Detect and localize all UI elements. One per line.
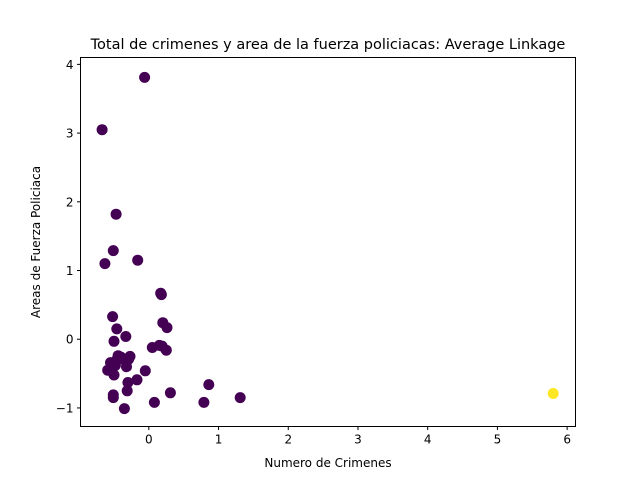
data-point-40 <box>198 396 210 408</box>
data-point-33 <box>203 379 215 391</box>
data-point-2 <box>110 208 122 220</box>
data-point-3 <box>107 245 119 257</box>
data-point-41 <box>118 403 130 415</box>
data-point-39 <box>148 396 160 408</box>
plot-frame <box>80 57 576 427</box>
x-tick-label: 1 <box>215 433 223 447</box>
data-point-11 <box>111 323 123 335</box>
y-axis: −1 0 1 2 3 4 <box>56 58 81 415</box>
x-tick-label: 0 <box>145 433 153 447</box>
data-point-0 <box>139 71 151 83</box>
x-axis: 0 1 2 3 4 5 6 <box>145 426 571 447</box>
x-tick-label: 2 <box>284 433 292 447</box>
data-point-1 <box>96 124 108 136</box>
x-tick-label: 3 <box>354 433 362 447</box>
y-tick-label: 2 <box>66 195 74 209</box>
y-tick-label: 1 <box>66 264 74 278</box>
y-tick-label: −1 <box>56 401 74 415</box>
points-layer <box>96 71 559 415</box>
y-tick-label: 4 <box>66 58 74 72</box>
data-point-32 <box>122 377 134 388</box>
data-point-7 <box>155 289 167 301</box>
data-point-5 <box>99 258 111 270</box>
data-point-37 <box>107 392 119 404</box>
y-tick-label: 3 <box>66 127 74 141</box>
data-point-4 <box>132 254 144 266</box>
data-point-38 <box>234 392 246 404</box>
data-point-30 <box>108 369 120 381</box>
data-point-35 <box>164 387 176 399</box>
y-tick-label: 0 <box>66 333 74 347</box>
data-point-42 <box>547 388 559 399</box>
x-tick-label: 5 <box>494 433 502 447</box>
x-axis-label: Numero de Crimenes <box>264 456 391 470</box>
data-point-29 <box>139 365 151 377</box>
data-point-17 <box>160 344 172 356</box>
data-point-12 <box>120 331 132 342</box>
data-point-26 <box>121 361 132 373</box>
data-point-10 <box>161 322 173 334</box>
x-tick-label: 4 <box>424 433 432 447</box>
data-point-31 <box>131 374 143 386</box>
x-tick-label: 6 <box>563 433 571 447</box>
y-axis-label: Areas de Fuerza Policiaca <box>29 166 43 318</box>
data-point-34 <box>121 385 133 397</box>
chart-title: Total de crimenes y area de la fuerza po… <box>90 37 566 53</box>
data-point-8 <box>107 311 119 323</box>
data-point-13 <box>108 335 120 347</box>
